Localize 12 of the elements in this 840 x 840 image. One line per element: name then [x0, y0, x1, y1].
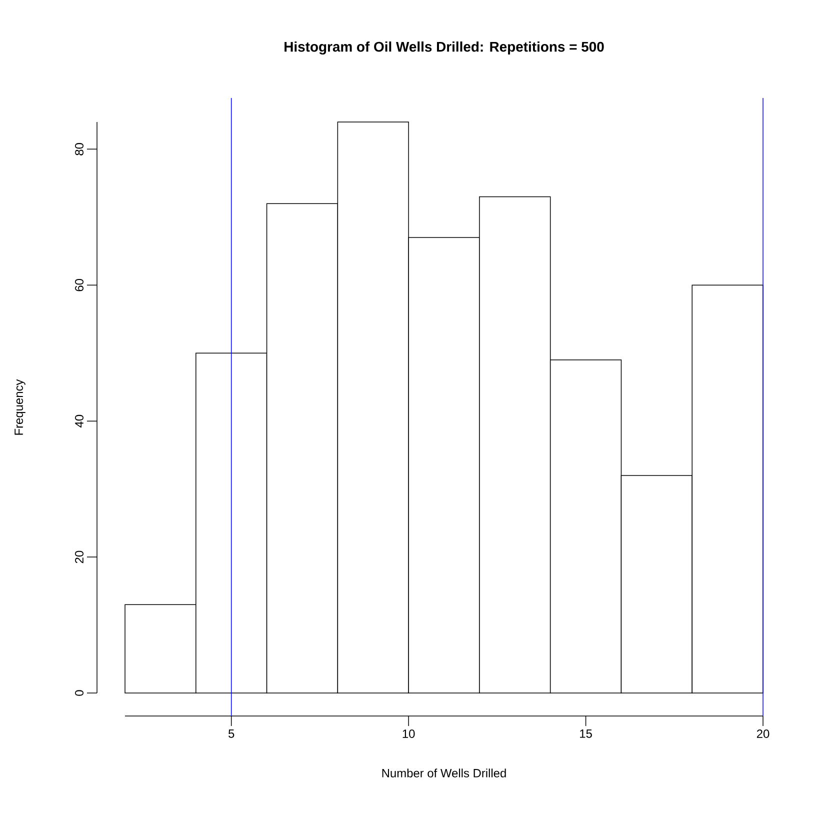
- y-tick-label: 40: [75, 414, 84, 428]
- y-axis-title: Frequency: [14, 379, 26, 435]
- x-tick-label: 15: [580, 730, 592, 738]
- x-tick-label: 5: [228, 730, 234, 738]
- x-axis-title: Number of Wells Drilled: [382, 768, 506, 778]
- y-tick-label: 0: [75, 690, 84, 696]
- y-tick-label: 60: [75, 278, 84, 292]
- chart-title: Histogram of Oil Wells Drilled: Repetitions = 500: [284, 41, 604, 55]
- y-tick-label: 20: [75, 550, 84, 564]
- x-tick-label: 20: [756, 730, 770, 738]
- x-tick-label: 10: [402, 730, 415, 738]
- y-tick-label: 80: [75, 143, 84, 156]
